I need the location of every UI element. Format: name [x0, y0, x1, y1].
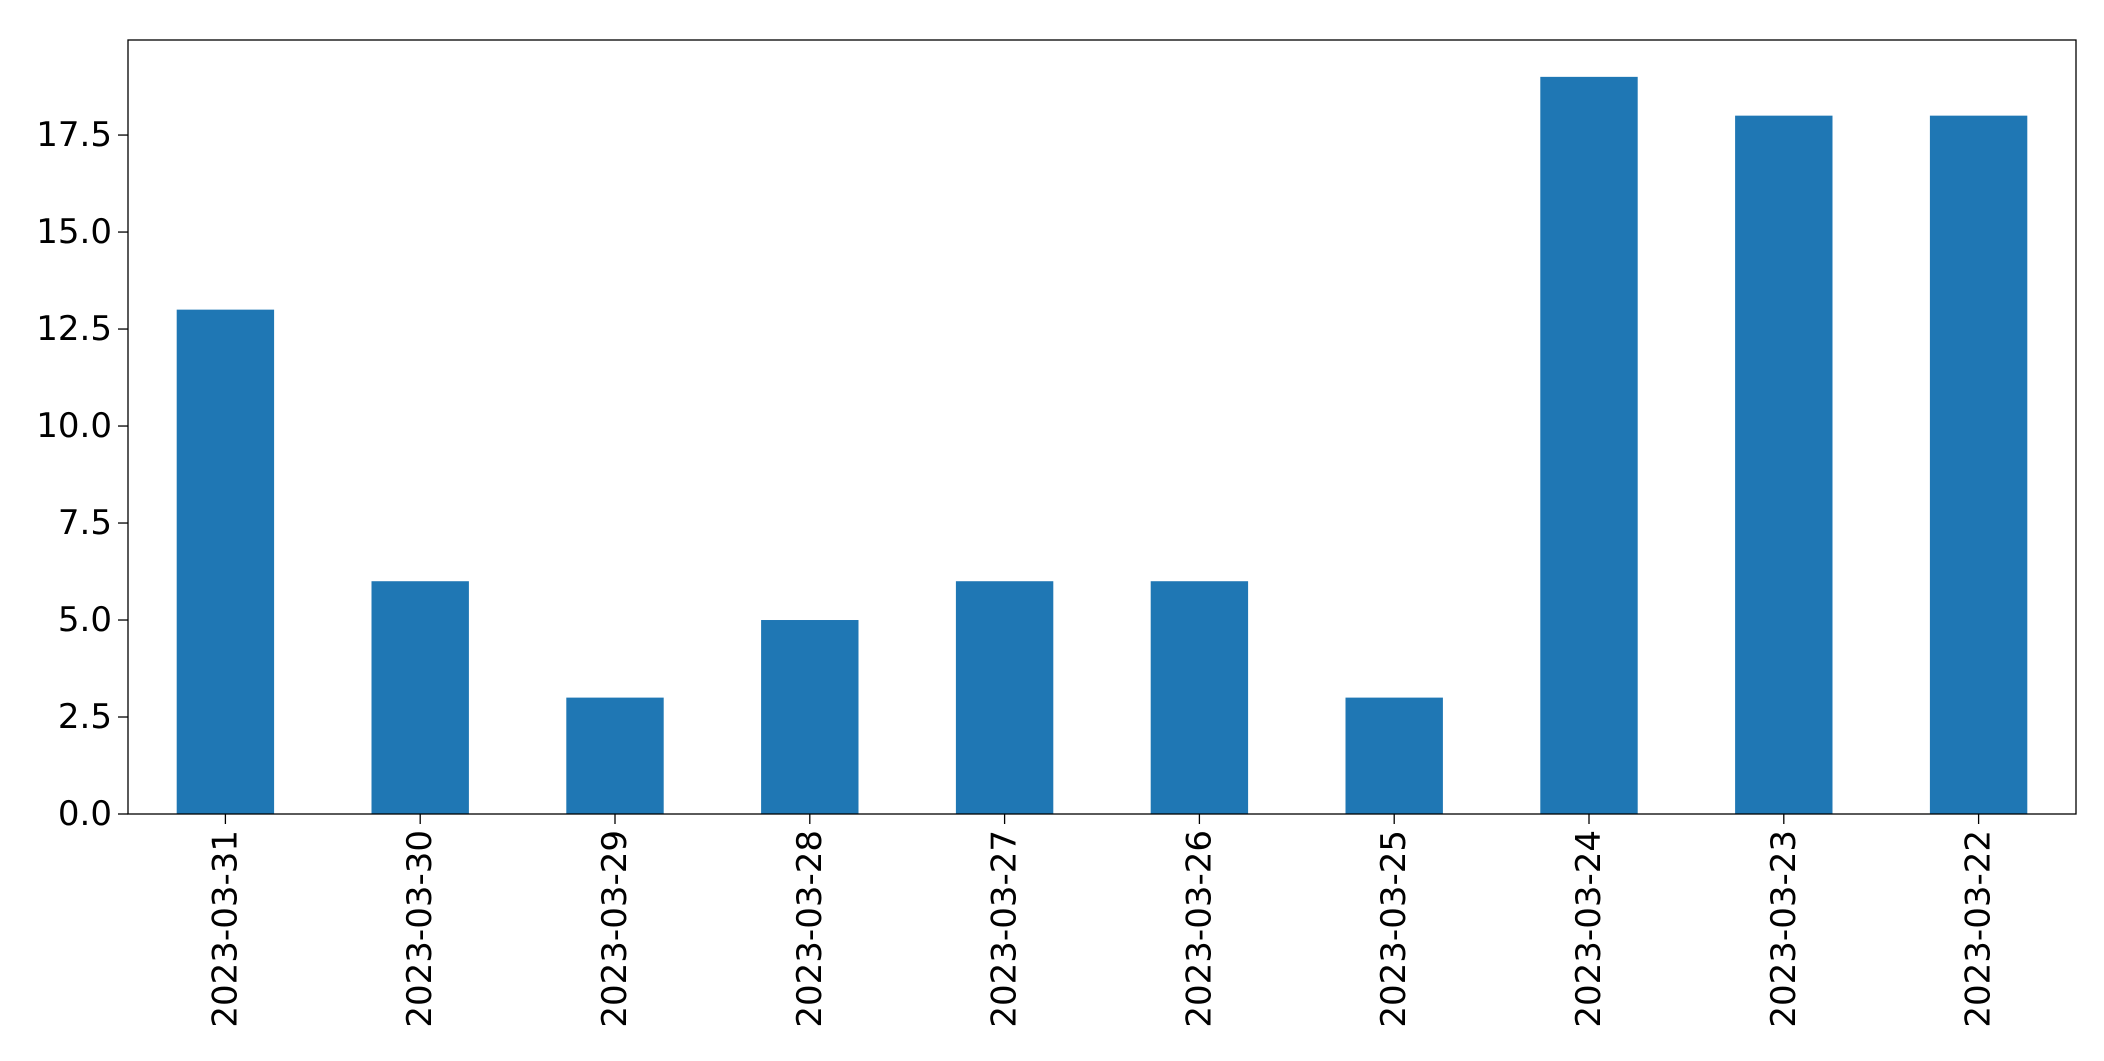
- y-tick-label: 5.0: [58, 600, 112, 640]
- bar-2023-03-24: [1540, 76, 1638, 815]
- x-tick-label: 2023-03-31: [205, 830, 245, 1028]
- x-tick-label: 2023-03-25: [1374, 830, 1414, 1028]
- bar-2023-03-29: [566, 697, 664, 814]
- bar-2023-03-26: [1150, 581, 1249, 814]
- x-tick-label: 2023-03-27: [985, 830, 1025, 1028]
- bar-series: [176, 76, 2028, 815]
- bar-2023-03-31: [176, 309, 275, 814]
- bar-2023-03-25: [1345, 697, 1443, 814]
- y-tick-label: 0.0: [58, 794, 112, 834]
- plot-frame: [127, 39, 2077, 815]
- x-axis: 2023-03-31 2023-03-30 2023-03-29 2023-03-28…: [205, 814, 1999, 1028]
- bar-2023-03-28: [761, 620, 859, 814]
- x-tick-label: 2023-03-28: [790, 830, 830, 1028]
- y-tick-label: 2.5: [58, 697, 112, 737]
- x-tick-label: 2023-03-29: [595, 830, 635, 1028]
- bar-2023-03-22: [1929, 115, 2028, 815]
- x-tick-label: 2023-03-24: [1569, 830, 1609, 1028]
- y-tick-label: 7.5: [58, 503, 112, 543]
- x-tick-label: 2023-03-23: [1764, 830, 1804, 1028]
- bar-2023-03-27: [955, 581, 1054, 814]
- y-tick-label: 17.5: [36, 115, 112, 155]
- y-axis: 0.0 2.5 5.0 7.5 10.0 12.5 15.0 17.5: [36, 115, 128, 834]
- y-tick-label: 10.0: [36, 406, 112, 446]
- x-tick-label: 2023-03-30: [400, 830, 440, 1028]
- x-tick-label: 2023-03-22: [1959, 830, 1999, 1028]
- y-tick-label: 15.0: [36, 212, 112, 252]
- x-tick-label: 2023-03-26: [1179, 830, 1219, 1028]
- bar-2023-03-30: [371, 581, 469, 814]
- y-tick-label: 12.5: [36, 309, 112, 349]
- bar-2023-03-23: [1735, 115, 1833, 815]
